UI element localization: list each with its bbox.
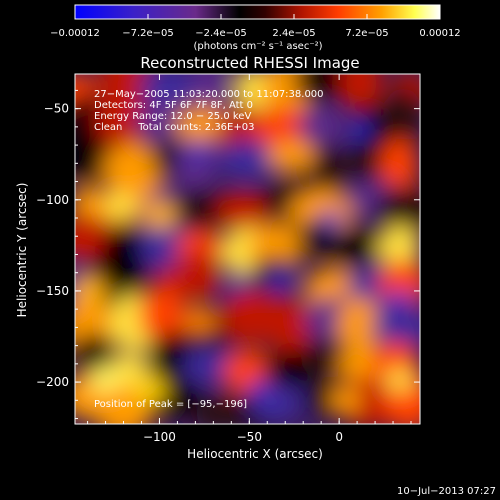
heatmap-hotspot [75,276,106,304]
y-tick-label: −150 [36,284,69,298]
y-tick-label: −50 [44,102,69,116]
heatmap-blob [102,143,164,201]
heatmap-coolspot [348,120,372,140]
colorbar-ticks: −0.00012 −7.2e−05 −2.4e−05 2.4e−05 7.2e−05 0.… [50,14,461,39]
annotation-energy-range: Energy Range: 12.0 − 25.0 keV [94,111,251,122]
heatmap-blob [149,332,189,383]
heatmap-blob [265,296,314,353]
colorbar-tick-label: 2.4e−05 [272,28,315,39]
heatmap-blob [338,74,384,112]
x-tick-label: 0 [335,430,343,444]
heatmap-area [75,74,420,424]
heatmap-blob [217,190,269,233]
heatmap-blob [139,74,199,107]
annotation-clean-counts: Clean Total counts: 2.36E+03 [94,122,254,133]
heatmap-hotspot [144,201,176,229]
x-axis-label: Heliocentric X (arcsec) [187,447,323,461]
heatmap-hotspot [329,386,361,414]
heatmap-coolspot [318,210,342,230]
heatmap-blob [75,132,113,182]
x-tick-label: −100 [143,430,176,444]
colorbar-gradient [74,4,441,20]
heatmap-coolspot [388,290,412,310]
heatmap-blob [139,287,185,344]
heatmap-blob [297,105,343,147]
heatmap-coolspot [248,380,272,400]
heatmap-blob [75,332,114,376]
heatmap-blob [218,139,280,179]
heatmap-hotspot [384,366,416,394]
heatmap-blob [374,186,420,233]
y-axis-label: Heliocentric Y (arcsec) [15,183,29,318]
heatmap-blob [337,297,380,355]
heatmap-blob [95,91,150,150]
heatmap-hotspot [134,376,166,404]
heatmap-coolspot [188,140,212,160]
heatmap-blob [169,186,231,231]
heatmap-blob [380,138,418,193]
y-tick-label: −100 [36,193,69,207]
heatmap-blob [309,143,347,202]
x-axis-ticks: −100 −50 0 [87,74,412,444]
colorbar: −0.00012 −7.2e−05 −2.4e−05 2.4e−05 7.2e−05 0.… [50,4,461,52]
heatmap-coolspot [268,270,292,290]
annotation-detectors: Detectors: 4F 5F 6F 7F 8F, Att 0 [94,100,253,111]
plot-frame [74,73,421,425]
colorbar-tick-label: 0.00012 [419,28,460,39]
heatmap-blob [176,250,221,301]
heatmap-blob [268,140,318,173]
chart-title: Reconstructed RHESSI Image [140,54,359,72]
colorbar-tick-label: −0.00012 [50,28,100,39]
heatmap-blob [195,396,233,424]
colorbar-tick-label: −7.2e−05 [122,28,174,39]
heatmap-blob [323,227,387,265]
y-tick-label: −200 [36,375,69,389]
heatmap-hotspot [104,191,136,219]
heatmap-blob [175,105,229,144]
colorbar-units-label: (photons cm⁻² s⁻¹ asec⁻²) [193,41,322,52]
heatmap-hotspot [184,306,216,334]
x-tick-label: −50 [237,430,262,444]
heatmap-blob [292,74,353,102]
heatmap-blob [371,310,420,346]
heatmap-blobs [75,74,420,424]
colorbar-tick-label: 7.2e−05 [345,28,388,39]
annotation-block: 27−May−2005 11:03:20.000 to 11:07:38.000… [94,89,324,410]
timestamp: 10−Jul−2013 07:27 [397,486,496,497]
heatmap-blob [190,74,228,114]
heatmap-hotspot [89,366,121,394]
heatmap-blob [140,218,182,271]
peak-position-label: Position of Peak = [−95,−196] [94,399,247,410]
annotation-time-range: 27−May−2005 11:03:20.000 to 11:07:38.000 [94,89,324,100]
heatmap-blob [384,87,420,148]
heatmap-blob [377,225,420,270]
heatmap-blob [136,101,181,144]
y-axis-ticks: −50 −100 −150 −200 [36,89,420,420]
colorbar-tick-label: −2.4e−05 [195,28,247,39]
